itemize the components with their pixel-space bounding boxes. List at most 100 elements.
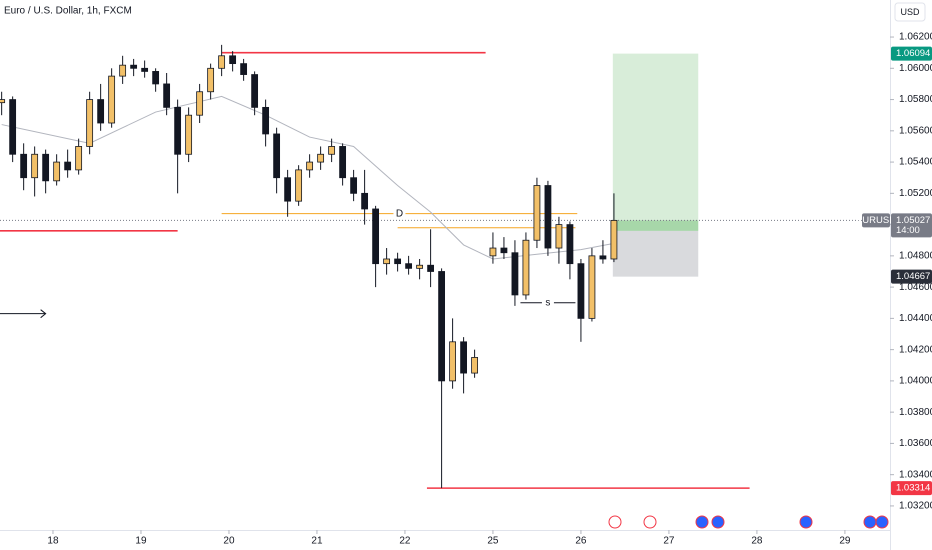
low-price-tag-bg [891,481,932,496]
y-tick-label: 1.06200 [899,32,932,43]
candle-body [544,185,552,249]
candle-body [284,177,292,202]
candle-body [174,106,182,155]
x-tick-label: 22 [399,536,411,547]
candle-body [489,247,497,257]
event-icon[interactable] [608,515,622,529]
candle-body [500,247,508,254]
symbol-tag-bg [862,213,890,228]
candle-body [130,64,138,69]
event-icon[interactable] [695,515,709,529]
candle-body [295,169,303,202]
y-tick-label: 1.03600 [899,438,932,449]
candle-body [361,192,369,210]
candle-body [64,161,72,171]
candle-body [610,219,618,260]
candle-body [438,271,446,382]
x-tick-label: 28 [751,536,763,547]
stop-price-tag-bg [891,269,932,284]
event-icon[interactable] [799,515,813,529]
candle-body [372,208,380,265]
y-tick-label: 1.04400 [899,313,932,324]
candle-body [339,146,347,179]
candle-body [471,357,479,374]
low-price-tag: 1.03314 [896,483,930,494]
candle-body [163,83,171,108]
arrow-head [40,309,47,319]
x-tick-label: 18 [47,536,59,547]
candle-body [218,55,226,69]
candle-body [405,263,413,269]
y-tick-label: 1.04000 [899,376,932,387]
candle-body [394,258,402,265]
candle-body [522,239,530,296]
candle-body [207,67,215,93]
stop-zone [612,230,699,277]
candle-body [75,146,83,171]
y-tick-label: 1.05200 [899,188,932,199]
x-tick-label: 27 [663,536,675,547]
currency-box[interactable] [894,2,926,22]
drawn-line-label: s [545,297,550,308]
x-tick-label: 20 [223,536,235,547]
candle-body [460,341,468,374]
event-icon[interactable] [643,515,657,529]
candle-body [229,55,237,65]
target-price-tag-bg [891,46,932,61]
candle-body [42,153,50,182]
candle-body [86,99,94,147]
candle-body [533,185,541,241]
candle-body [262,106,270,135]
event-icon[interactable] [875,515,889,529]
candle-body [383,258,391,265]
candle-body [449,341,457,382]
x-tick-label: 19 [135,536,147,547]
target-price-tag: 1.06094 [896,48,930,59]
event-icon[interactable] [863,515,877,529]
x-tick-label: 25 [487,536,499,547]
y-tick-label: 1.03800 [899,407,932,418]
drawn-line-label: D [396,208,403,219]
candle-body [108,75,116,124]
candle-body [251,74,259,108]
candle-body [427,264,435,272]
y-tick-label: 1.05400 [899,157,932,168]
y-tick-label: 1.05600 [899,125,932,136]
candle-body [152,71,160,85]
candle-body [31,153,39,179]
x-tick-label: 29 [839,536,851,547]
candle-body [119,64,127,77]
event-icons [608,515,889,529]
target-zone [612,53,699,231]
candle-body [97,99,105,124]
y-tick-label: 1.04600 [899,282,932,293]
chart-title: Euro / U.S. Dollar, 1h, FXCM [4,6,132,17]
x-tick-label: 26 [575,536,587,547]
candle-body [20,153,28,179]
candle-body [577,263,585,319]
stop-price-tag: 1.04667 [896,271,930,282]
candle-body [306,161,314,171]
x-tick-label: 21 [311,536,323,547]
candle-body [555,224,563,249]
candle-body [240,63,248,75]
candle-body [511,252,519,296]
candle-body [273,133,281,179]
current-price-tag: 1.05027 [896,215,930,226]
candle-body [350,177,358,194]
event-icon[interactable] [711,515,725,529]
candle-body [0,99,6,104]
candle-body [141,67,149,72]
candle-body [317,153,325,163]
candle-body [328,146,336,155]
drawn-line-label-bg [393,207,406,220]
y-tick-label: 1.05800 [899,94,932,105]
currency-label: USD [900,7,920,17]
current-price-tag-bg [891,213,932,238]
y-tick-label: 1.03400 [899,469,932,480]
candle-body [599,255,607,260]
y-tick-label: 1.04200 [899,344,932,355]
